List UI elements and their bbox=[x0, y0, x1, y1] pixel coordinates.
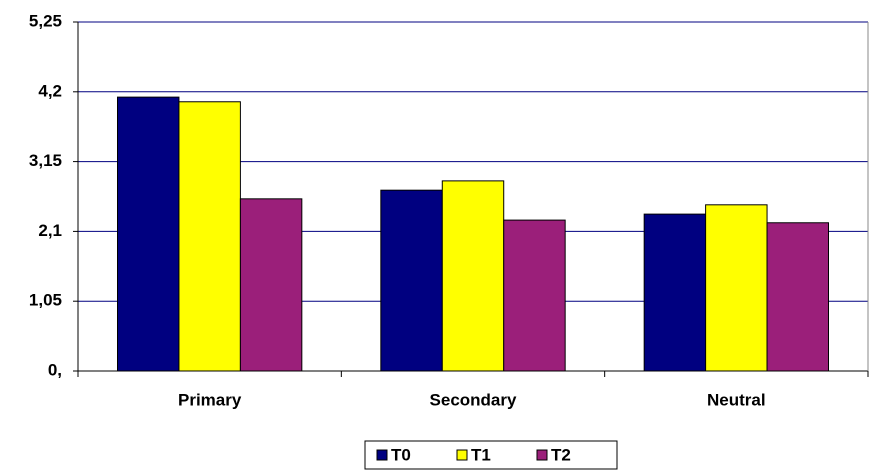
bar bbox=[643, 213, 707, 372]
y-tick-label: 4,2 bbox=[38, 81, 62, 100]
y-tick-label: 2,1 bbox=[38, 221, 62, 240]
bar bbox=[441, 180, 505, 372]
y-tick-label: 5,25 bbox=[29, 11, 62, 30]
legend-swatch bbox=[536, 449, 548, 461]
x-tick-label: Primary bbox=[178, 390, 242, 409]
legend-swatch bbox=[376, 449, 388, 461]
y-tick-label: 3,15 bbox=[29, 151, 62, 170]
x-tick-label: Secondary bbox=[430, 390, 517, 409]
bar bbox=[503, 219, 566, 372]
y-tick-label: 0, bbox=[48, 360, 62, 379]
legend-swatch bbox=[456, 449, 468, 461]
legend-label: T2 bbox=[551, 445, 571, 464]
legend-label: T1 bbox=[471, 445, 491, 464]
bar bbox=[380, 189, 443, 372]
bar bbox=[705, 204, 768, 372]
legend bbox=[364, 440, 618, 470]
y-tick-label: 1,05 bbox=[29, 291, 62, 310]
bar bbox=[239, 198, 303, 372]
bar bbox=[178, 101, 241, 372]
x-tick-label: Neutral bbox=[707, 390, 766, 409]
legend-label: T0 bbox=[391, 445, 411, 464]
bar bbox=[117, 96, 180, 372]
bar bbox=[766, 222, 829, 372]
